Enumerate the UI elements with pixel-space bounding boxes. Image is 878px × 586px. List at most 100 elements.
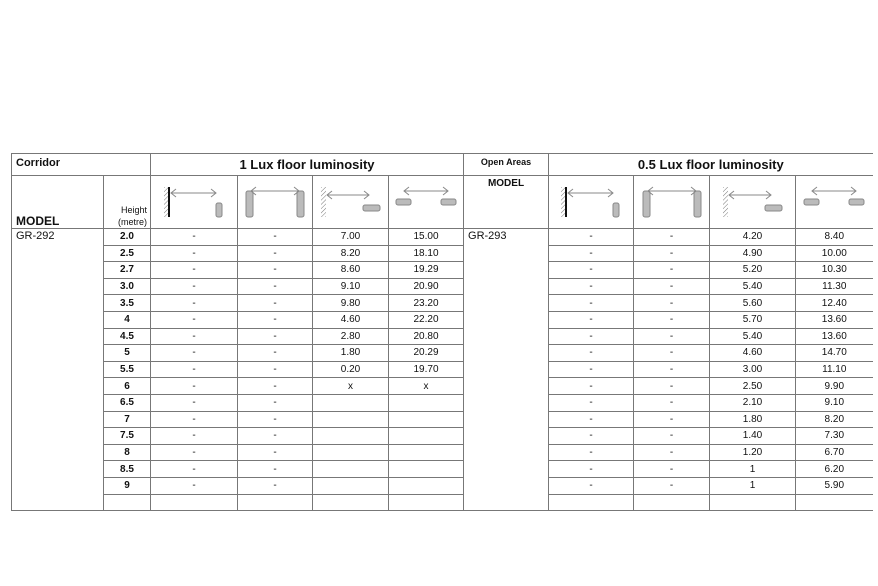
- value-cell: 7.30: [795, 427, 873, 445]
- value-cell: -: [237, 228, 313, 246]
- table-row: 5.5- -0.20 19.70- -3.00 11.10: [12, 360, 873, 379]
- value-cell: 13.60: [795, 310, 873, 329]
- table-row: 6- - x x - -2.50 9.90: [12, 377, 873, 395]
- value-cell: -: [150, 344, 238, 362]
- value-cell: -: [237, 410, 313, 429]
- table-row: 2.5- -8.20 18.10- -4.90 10.00: [12, 244, 873, 263]
- table-row: 2.7- -8.60 19.29- -5.20 10.30: [12, 261, 873, 279]
- value-cell: 18.10: [387, 244, 465, 263]
- value-cell: 5.20: [709, 261, 797, 279]
- value-cell: -: [548, 393, 635, 412]
- value-cell: x: [387, 377, 465, 395]
- value-cell: -: [633, 344, 711, 362]
- right-table-title: 0.5 Lux floor luminosity: [548, 153, 873, 176]
- value-cell: -: [633, 410, 711, 429]
- value-cell: [387, 410, 465, 429]
- value-cell: [633, 493, 711, 512]
- value-cell: 4.90: [709, 244, 797, 263]
- value-cell: 5.40: [709, 277, 797, 296]
- value-cell: 15.00: [387, 228, 465, 246]
- value-cell: 8.20: [795, 410, 873, 429]
- value-cell: -: [548, 244, 635, 263]
- height-cell: 2.5: [103, 244, 151, 263]
- value-cell: 2.80: [312, 327, 389, 346]
- value-cell: -: [548, 360, 635, 379]
- value-cell: [312, 460, 389, 478]
- value-cell: 20.80: [387, 327, 465, 346]
- height-cell: 2.7: [103, 261, 151, 279]
- value-cell: [709, 493, 797, 512]
- left-model-name: GR-292: [11, 227, 104, 512]
- value-cell: 9.80: [312, 294, 389, 312]
- value-cell: -: [150, 443, 238, 462]
- value-cell: -: [548, 327, 635, 346]
- value-cell: [312, 476, 389, 495]
- left-ceiling-to-ceiling-icon: [387, 175, 465, 229]
- value-cell: 1.80: [709, 410, 797, 429]
- value-cell: 2.10: [709, 393, 797, 412]
- height-cell: 6: [103, 377, 151, 395]
- value-cell: -: [548, 261, 635, 279]
- value-cell: [312, 427, 389, 445]
- value-cell: -: [548, 310, 635, 329]
- right-pillar-to-pillar-icon: [633, 175, 711, 229]
- value-cell: 8.20: [312, 244, 389, 263]
- value-cell: [387, 460, 465, 478]
- height-cell: 2.0: [103, 228, 151, 246]
- value-cell: -: [548, 228, 635, 246]
- value-cell: -: [237, 443, 313, 462]
- value-cell: 5.70: [709, 310, 797, 329]
- height-header: Height (metre): [103, 175, 151, 229]
- value-cell: 4.60: [312, 310, 389, 329]
- table-row: 4- -4.60 22.20- -5.70 13.60: [12, 310, 873, 329]
- value-cell: -: [633, 294, 711, 312]
- table-row: GR-292 2.0- -7.00 15.00 GR-293- -4.20 8.40: [11, 227, 873, 512]
- value-cell: -: [237, 344, 313, 362]
- right-model-name: GR-293: [463, 227, 550, 512]
- value-cell: -: [548, 476, 635, 495]
- value-cell: -: [150, 427, 238, 445]
- value-cell: 9.10: [795, 393, 873, 412]
- value-cell: -: [150, 277, 238, 296]
- value-cell: -: [150, 294, 238, 312]
- value-cell: [387, 443, 465, 462]
- height-cell: 7.5: [103, 427, 151, 445]
- value-cell: -: [237, 476, 313, 495]
- left-model-header: MODEL: [11, 175, 104, 229]
- table-row: 7.5- - - -1.40 7.30: [12, 427, 873, 445]
- value-cell: [150, 493, 238, 512]
- height-cell: 4.5: [103, 327, 151, 346]
- right-wall-to-pillar-icon: [548, 175, 635, 229]
- value-cell: 1.80: [312, 344, 389, 362]
- value-cell: 1.40: [709, 427, 797, 445]
- height-cell: 9: [103, 476, 151, 495]
- value-cell: -: [150, 244, 238, 263]
- value-cell: -: [150, 377, 238, 395]
- value-cell: -: [237, 327, 313, 346]
- left-table-title: 1 Lux floor luminosity: [149, 153, 465, 176]
- table-row: 8- - - -1.20 6.70: [12, 443, 873, 462]
- value-cell: 8.60: [312, 261, 389, 279]
- value-cell: 13.60: [795, 327, 873, 346]
- value-cell: 10.00: [795, 244, 873, 263]
- value-cell: -: [150, 460, 238, 478]
- value-cell: [237, 493, 313, 512]
- value-cell: -: [633, 360, 711, 379]
- value-cell: 11.30: [795, 277, 873, 296]
- value-cell: -: [150, 410, 238, 429]
- value-cell: 23.20: [387, 294, 465, 312]
- value-cell: -: [237, 377, 313, 395]
- value-cell: -: [633, 427, 711, 445]
- value-cell: -: [150, 393, 238, 412]
- value-cell: 0.20: [312, 360, 389, 379]
- value-cell: -: [237, 360, 313, 379]
- table-row: 4.5- -2.80 20.80- -5.40 13.60: [12, 327, 873, 346]
- table-row: 5- -1.80 20.29- -4.60 14.70: [12, 344, 873, 362]
- value-cell: -: [633, 228, 711, 246]
- height-cell: 7: [103, 410, 151, 429]
- value-cell: -: [237, 294, 313, 312]
- value-cell: -: [548, 427, 635, 445]
- value-cell: 6.70: [795, 443, 873, 462]
- value-cell: [387, 393, 465, 412]
- value-cell: -: [633, 393, 711, 412]
